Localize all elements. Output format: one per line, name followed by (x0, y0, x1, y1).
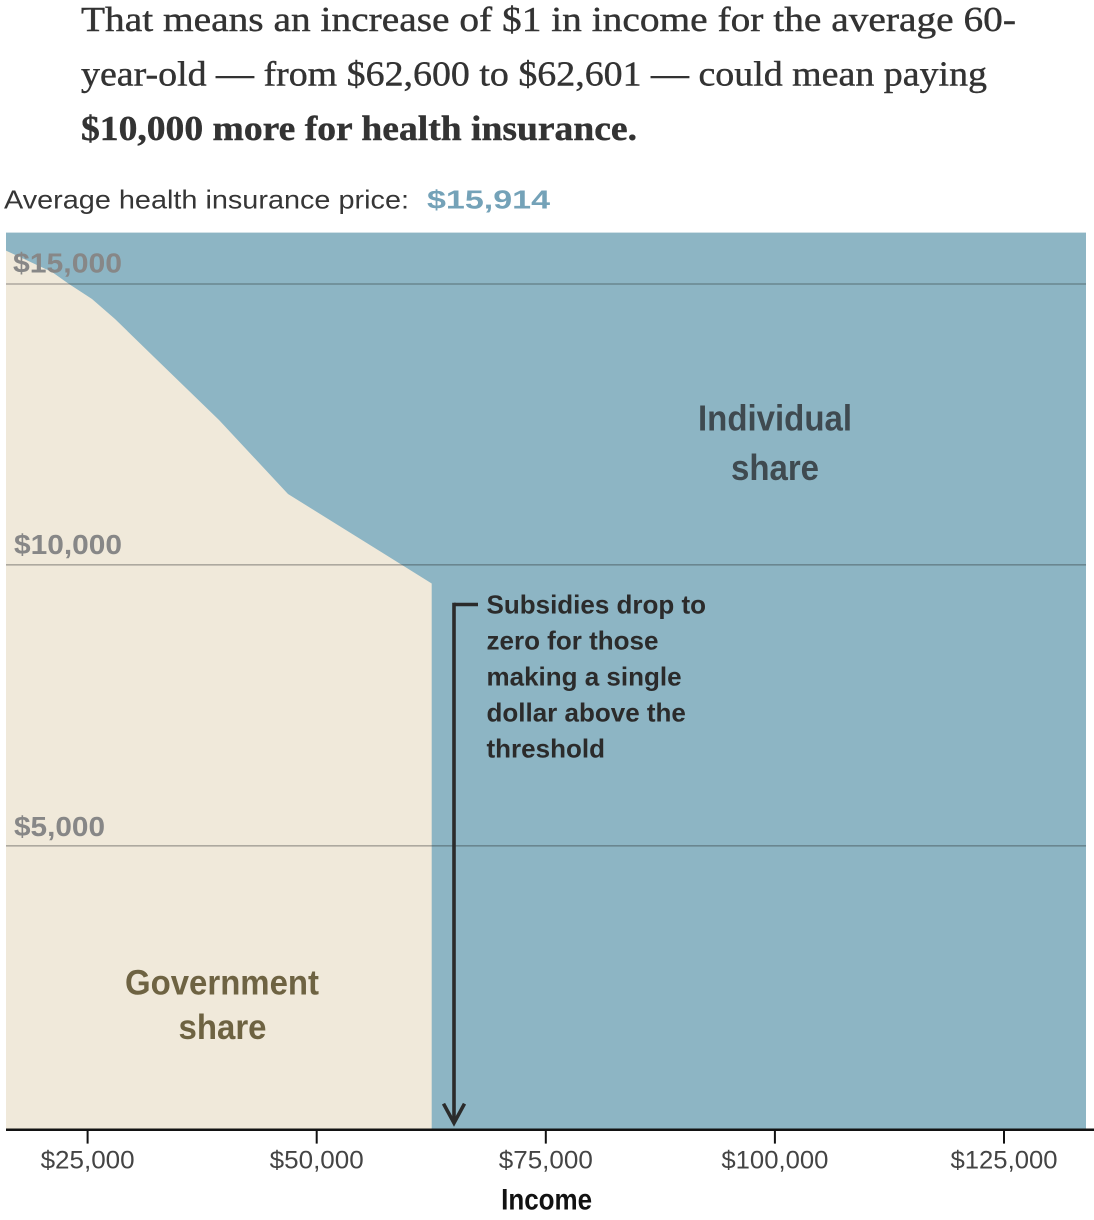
svg-text:$5,000: $5,000 (14, 811, 105, 842)
svg-text:Individual: Individual (698, 397, 852, 438)
svg-text:$10,000: $10,000 (14, 529, 122, 560)
svg-text:making a single: making a single (487, 662, 682, 692)
svg-text:$50,000: $50,000 (270, 1147, 364, 1175)
svg-text:$15,914: $15,914 (427, 184, 551, 214)
svg-text:Income: Income (501, 1183, 592, 1216)
svg-text:$10,000 more for health insura: $10,000 more for health insurance. (81, 109, 637, 148)
svg-text:$25,000: $25,000 (41, 1147, 135, 1175)
svg-text:$15,000: $15,000 (13, 248, 122, 279)
svg-text:$125,000: $125,000 (951, 1147, 1058, 1175)
svg-text:$100,000: $100,000 (721, 1147, 828, 1175)
svg-text:$75,000: $75,000 (499, 1147, 593, 1175)
svg-text:year-old — from $62,600 to $62: year-old — from $62,600 to $62,601 — cou… (81, 55, 987, 94)
svg-text:That means an increase of $1 i: That means an increase of $1 in income f… (81, 0, 1016, 39)
svg-text:dollar above the: dollar above the (487, 698, 686, 728)
svg-text:Subsidies drop to: Subsidies drop to (487, 590, 707, 620)
svg-text:Average health insurance price: Average health insurance price: (4, 184, 409, 214)
svg-text:threshold: threshold (487, 734, 605, 764)
svg-text:share: share (731, 447, 819, 488)
svg-text:Government: Government (125, 963, 319, 1002)
svg-text:share: share (179, 1008, 267, 1047)
svg-text:zero for those: zero for those (487, 626, 659, 656)
